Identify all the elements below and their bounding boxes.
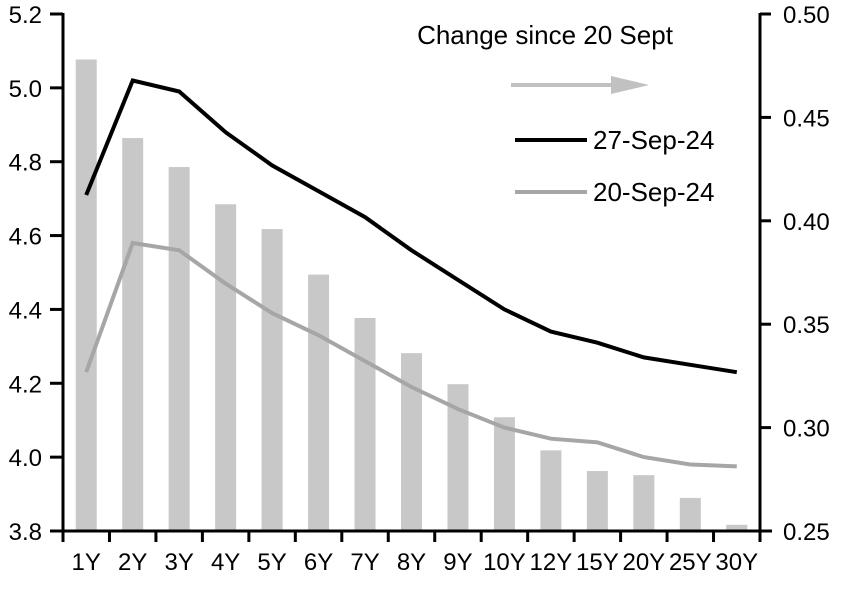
x-tick-label-2Y: 2Y <box>118 549 147 576</box>
bar-2Y <box>122 138 144 531</box>
y-right-tick-label: 0.40 <box>783 209 830 236</box>
bar-8Y <box>401 353 422 531</box>
bar-7Y <box>354 317 376 531</box>
bar-30Y <box>726 524 748 531</box>
y-right-tick-label: 0.30 <box>783 416 830 443</box>
legend-title: Change since 20 Sept <box>417 20 673 50</box>
x-tick-label-15Y: 15Y <box>576 549 619 576</box>
y-right-tick-label: 0.35 <box>783 312 830 339</box>
line-swatch-gray <box>515 190 587 194</box>
x-tick-label-3Y: 3Y <box>164 549 193 576</box>
x-tick-label-5Y: 5Y <box>257 549 286 576</box>
bar-25Y <box>679 497 701 531</box>
y-left-tick-label: 5.0 <box>9 76 42 103</box>
x-tick-label-4Y: 4Y <box>211 549 240 576</box>
bar-4Y <box>215 204 237 532</box>
y-left-tick-label: 4.6 <box>9 224 42 251</box>
bar-15Y <box>586 471 608 531</box>
x-tick-label-7Y: 7Y <box>350 549 379 576</box>
y-left-tick-label: 4.0 <box>9 445 42 472</box>
bar-12Y <box>540 450 562 531</box>
y-right-tick-label: 0.25 <box>783 519 830 546</box>
x-tick-label-25Y: 25Y <box>669 549 712 576</box>
y-right-tick-label: 0.45 <box>783 105 830 132</box>
x-tick-label-9Y: 9Y <box>443 549 472 576</box>
legend-label-27-sep-24: 27-Sep-24 <box>593 124 715 155</box>
x-tick-label-30Y: 30Y <box>715 549 758 576</box>
y-left-tick-label: 4.4 <box>9 297 42 324</box>
bar-1Y <box>75 59 97 531</box>
bar-3Y <box>168 167 190 532</box>
y-left-tick-label: 4.2 <box>9 371 42 398</box>
x-tick-label-1Y: 1Y <box>72 549 101 576</box>
legend-item-20-sep-24: 20-Sep-24 <box>515 176 715 207</box>
bar-6Y <box>308 274 330 531</box>
bar-20Y <box>633 475 655 531</box>
legend-label-20-sep-24: 20-Sep-24 <box>593 176 715 207</box>
x-tick-label-6Y: 6Y <box>304 549 333 576</box>
bar-10Y <box>493 417 515 531</box>
x-tick-label-10Y: 10Y <box>483 549 526 576</box>
line-swatch-black <box>515 138 587 142</box>
x-tick-label-8Y: 8Y <box>397 549 426 576</box>
y-right-tick-label: 0.50 <box>783 2 830 29</box>
legend-item-27-sep-24: 27-Sep-24 <box>515 124 715 155</box>
y-left-tick-label: 4.8 <box>9 150 42 177</box>
line-27-sep-24 <box>84 78 738 375</box>
y-left-tick-label: 3.8 <box>9 519 42 546</box>
x-tick-label-12Y: 12Y <box>530 549 573 576</box>
y-left-tick-label: 5.2 <box>9 2 42 29</box>
bar-5Y <box>261 229 283 531</box>
right-arrow-icon <box>511 76 649 94</box>
x-tick-label-20Y: 20Y <box>622 549 665 576</box>
line-20-sep-24 <box>84 240 737 469</box>
bar-9Y <box>447 384 469 531</box>
